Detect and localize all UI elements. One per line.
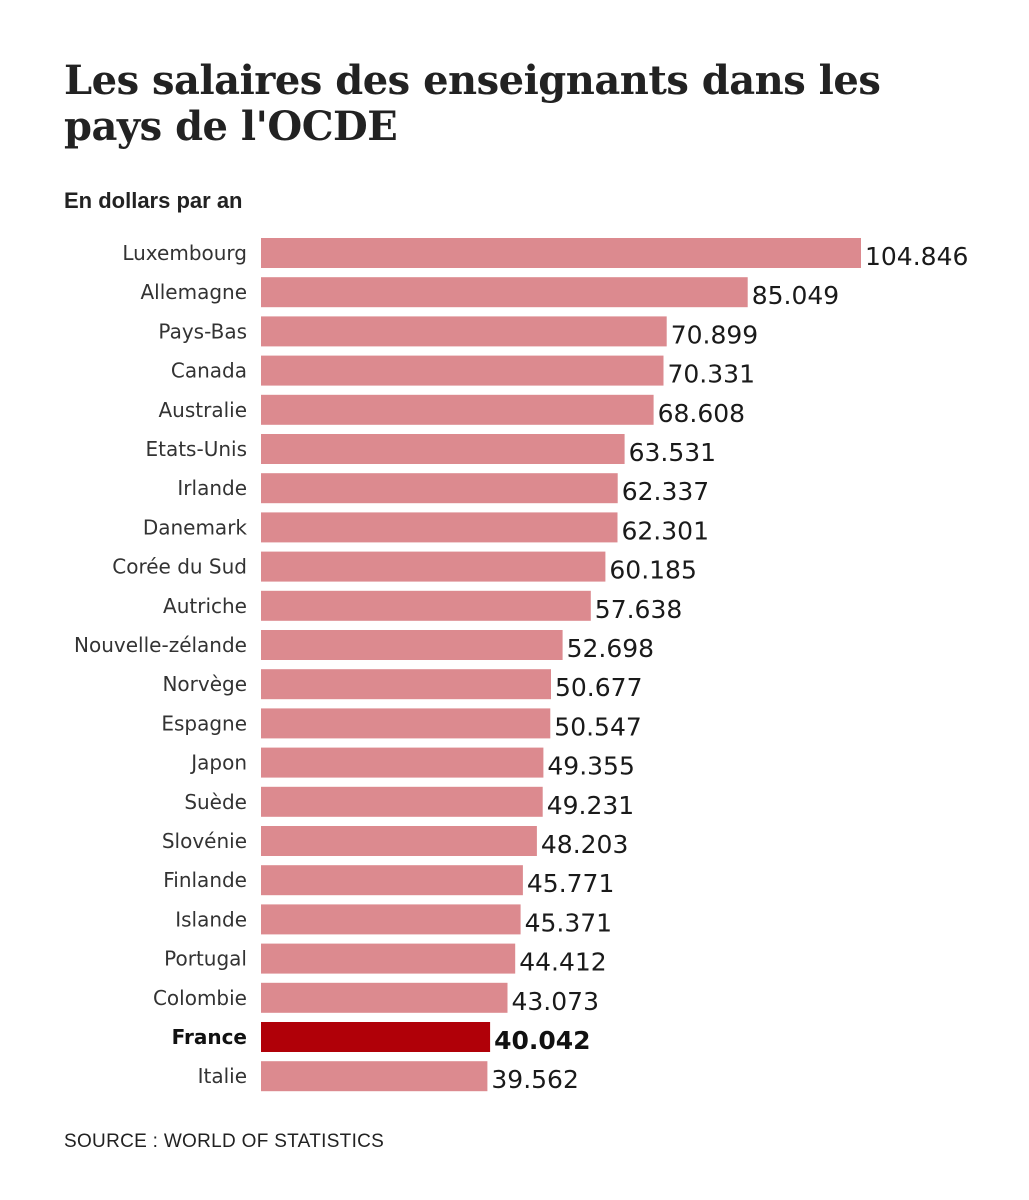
- category-label: Autriche: [163, 594, 247, 618]
- category-label: Espagne: [161, 711, 247, 735]
- bar-row: Irlande 62.337: [177, 473, 709, 506]
- category-label: France: [172, 1025, 247, 1049]
- bar-row: Nouvelle-zélande 52.698: [74, 630, 654, 663]
- bar: [261, 355, 664, 386]
- bar: [261, 982, 508, 1013]
- value-label: 68.608: [658, 399, 745, 428]
- bar: [261, 708, 551, 739]
- bar-row: Pays-Bas 70.899: [158, 316, 758, 349]
- value-label: 45.371: [525, 908, 612, 937]
- category-label: Australie: [158, 398, 247, 422]
- value-label: 62.337: [622, 477, 709, 506]
- value-label: 70.331: [668, 360, 755, 389]
- bar: [261, 238, 861, 268]
- bar-row: Australie 68.608: [158, 394, 745, 428]
- bar: [261, 316, 667, 347]
- category-label: Nouvelle-zélande: [74, 633, 247, 657]
- category-label: Danemark: [143, 515, 248, 539]
- value-label: 49.355: [547, 752, 634, 781]
- bar: [261, 551, 606, 582]
- value-label: 48.203: [541, 830, 628, 859]
- bar: [261, 590, 591, 621]
- value-label: 70.899: [671, 320, 758, 349]
- bar-row: Suède 49.231: [184, 786, 634, 820]
- bar: [261, 277, 748, 308]
- bar-row: Slovénie 48.203: [162, 826, 628, 859]
- bar: [261, 434, 625, 464]
- bar: [261, 904, 521, 935]
- bar-row: Corée du Sud 60.185: [112, 551, 697, 585]
- bar: [261, 786, 543, 817]
- value-label: 60.185: [609, 556, 696, 585]
- bar-row: Autriche 57.638: [163, 590, 682, 624]
- bar: [261, 669, 551, 700]
- category-label: Canada: [171, 359, 247, 383]
- bar-row: Norvège 50.677: [162, 669, 642, 702]
- bar: [261, 747, 544, 778]
- value-label: 50.547: [554, 712, 641, 741]
- category-label: Colombie: [153, 986, 247, 1010]
- bar-row: Allemagne 85.049: [140, 277, 839, 310]
- value-label: 39.562: [491, 1065, 578, 1094]
- bar: [261, 865, 523, 896]
- category-label: Norvège: [162, 672, 247, 696]
- category-label: Corée du Sud: [112, 555, 247, 579]
- value-label: 57.638: [595, 595, 682, 624]
- bar-row: Islande 45.371: [175, 904, 612, 937]
- value-label: 62.301: [622, 516, 709, 545]
- value-label: 104.846: [865, 242, 968, 271]
- category-label: Portugal: [164, 947, 247, 971]
- category-label: Slovénie: [162, 829, 247, 853]
- category-label: Japon: [189, 751, 247, 775]
- category-label: Italie: [198, 1064, 247, 1088]
- bar: [261, 512, 618, 543]
- bar-row: Portugal 44.412: [164, 943, 607, 977]
- category-label: Finlande: [163, 868, 247, 892]
- value-label: 63.531: [629, 438, 716, 467]
- category-label: Islande: [175, 907, 247, 931]
- chart-source: SOURCE : WORLD OF STATISTICS: [64, 1131, 385, 1152]
- category-label: Allemagne: [140, 280, 247, 304]
- bar-row: Etats-Unis 63.531: [145, 434, 716, 467]
- category-label: Suède: [184, 790, 247, 814]
- value-label: 50.677: [555, 673, 642, 702]
- bar-row: France 40.042: [172, 1022, 591, 1055]
- bar: [261, 943, 516, 974]
- bar-row: Finlande 45.771: [163, 865, 614, 898]
- bar: [261, 1061, 488, 1092]
- category-label: Irlande: [177, 476, 247, 500]
- value-label: 44.412: [519, 948, 606, 977]
- value-label: 40.042: [494, 1026, 590, 1055]
- value-label: 85.049: [752, 281, 839, 310]
- bar-row: Italie 39.562: [198, 1061, 579, 1094]
- category-label: Etats-Unis: [145, 437, 247, 461]
- chart-subtitle: En dollars par an: [64, 188, 243, 213]
- bar-row: Canada 70.331: [171, 355, 755, 389]
- value-label: 52.698: [567, 634, 654, 663]
- value-label: 45.771: [527, 869, 614, 898]
- bar-row: Colombie 43.073: [153, 982, 599, 1016]
- bar: [261, 630, 563, 660]
- bar: [261, 1022, 491, 1052]
- bar: [261, 473, 618, 504]
- bar-row: Espagne 50.547: [161, 708, 642, 741]
- bar-row: Japon 49.355: [189, 747, 635, 781]
- bar: [261, 826, 537, 856]
- bar-row: Danemark 62.301: [143, 512, 709, 545]
- bar-chart: Luxembourg 104.846 Allemagne 85.049 Pays-Bas…: [74, 238, 968, 1094]
- value-label: 49.231: [547, 791, 634, 820]
- chart-title: Les salaires des enseignants dans les pa…: [64, 57, 881, 150]
- bar-row: Luxembourg 104.846: [122, 238, 968, 271]
- category-label: Pays-Bas: [158, 319, 247, 343]
- category-label: Luxembourg: [122, 241, 247, 265]
- value-label: 43.073: [512, 987, 599, 1016]
- bar: [261, 394, 654, 425]
